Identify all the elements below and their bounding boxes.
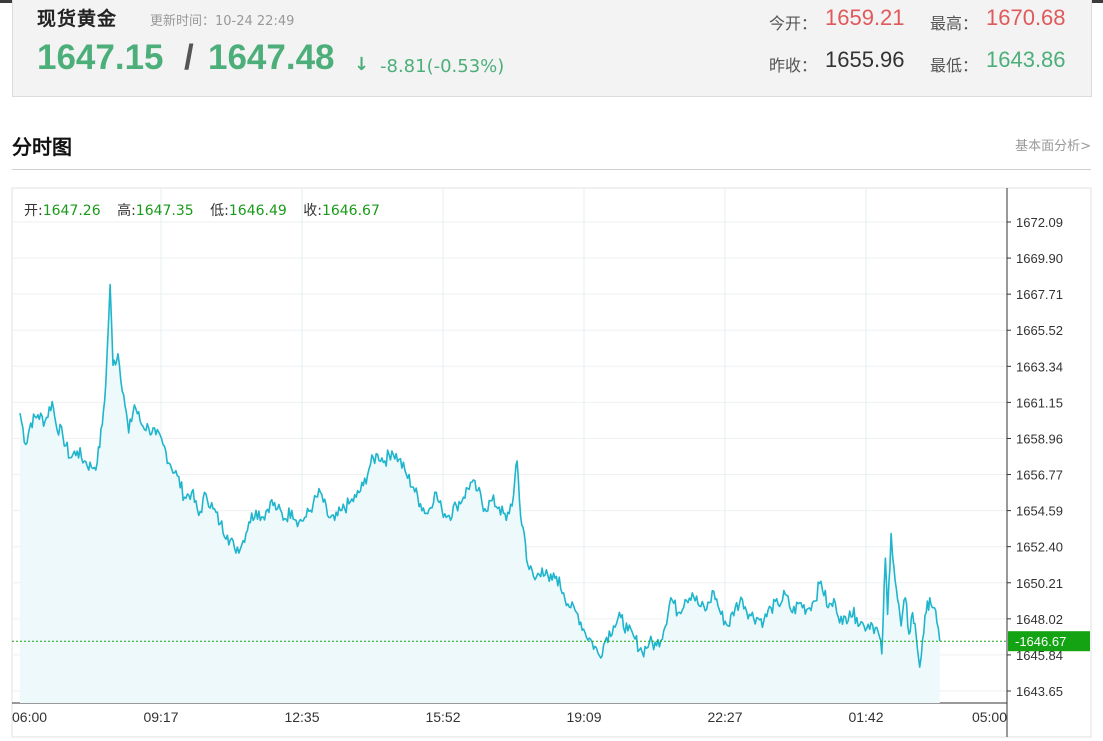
y-tick-label: 1654.59 [1016,504,1063,519]
prev-close-label: 昨收： [769,56,818,75]
y-tick-label: 1658.96 [1016,431,1063,446]
y-tick-label: 1672.09 [1016,215,1063,230]
y-tick-label: 1650.21 [1016,576,1063,591]
price-line [19,283,941,668]
y-tick-label: 1669.90 [1016,251,1063,266]
x-tick-label: 06:00 [12,709,47,725]
ohlc-readout: 开:1647.26 高:1647.35 低:1646.49 收:1646.67 [24,200,392,220]
y-tick-label: 1667.71 [1016,287,1063,302]
tt-close-value: 1646.67 [321,203,380,219]
low-label: 最低： [930,56,979,75]
y-tick-label: 1652.40 [1016,540,1063,555]
y-tick-label: 1663.34 [1016,359,1063,374]
tt-open-label: 开: [24,203,43,219]
tt-low-label: 低: [210,203,229,219]
down-arrow-icon: ↓ [354,54,370,75]
x-tick-label: 05:00 [972,709,1007,725]
x-tick-label: 22:27 [707,709,742,725]
y-tick-label: 1648.02 [1016,612,1063,627]
current-price-tag [1008,631,1090,652]
bid-price: 1647.15 [37,38,164,77]
quote-panel: 现货黄金 更新时间：10-24 22:49 1647.15 / 1647.48 … [12,0,1092,97]
open-label: 今开： [769,14,818,33]
tt-high-label: 高: [117,203,136,219]
update-time: 更新时间：10-24 22:49 [150,14,295,29]
tt-close-label: 收: [303,203,322,219]
y-tick-label: 1665.52 [1016,323,1063,338]
x-tick-label: 01:42 [848,709,883,725]
fundamental-analysis-link[interactable]: 基本面分析> [1015,139,1091,154]
tt-open-value: 1647.26 [42,203,101,219]
high-label: 最高： [930,14,979,33]
x-tick-label: 15:52 [425,709,460,725]
open-value: 1659.21 [825,5,905,30]
instrument-name: 现货黄金 [37,8,118,30]
section-divider [12,169,1091,170]
tt-high-value: 1647.35 [135,203,194,219]
low-value: 1643.86 [986,47,1066,72]
tt-low-value: 1646.49 [228,203,287,219]
high-value: 1670.68 [986,5,1066,30]
y-tick-label: 1643.65 [1016,684,1063,699]
current-price-label: -1646.67 [1015,634,1066,649]
price-separator: / [184,38,194,77]
price-change: -8.81(-0.53%) [380,56,505,77]
y-tick-label: 1656.77 [1016,468,1063,483]
x-tick-label: 19:09 [566,709,601,725]
y-tick-label: 1661.15 [1016,395,1063,410]
x-tick-label: 12:35 [284,709,319,725]
prev-close-value: 1655.96 [825,47,905,72]
y-tick-label: 1645.84 [1016,648,1063,663]
section-title: 分时图 [12,135,72,159]
x-tick-label: 09:17 [143,709,178,725]
ask-price: 1647.48 [208,38,335,77]
